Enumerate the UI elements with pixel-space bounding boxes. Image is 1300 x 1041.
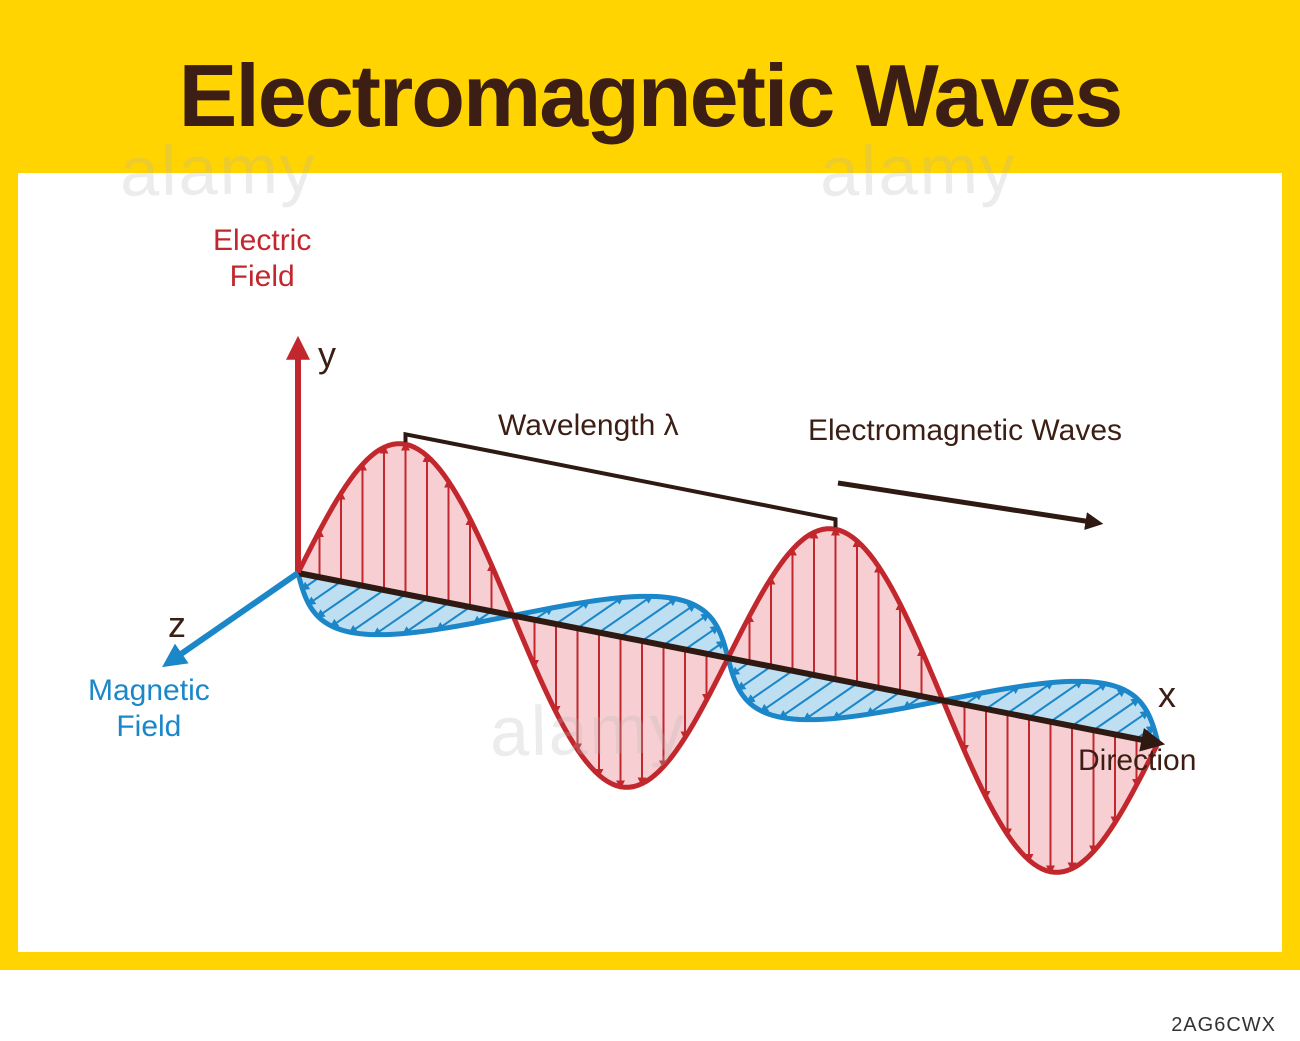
page-title: Electromagnetic Waves xyxy=(179,45,1122,147)
em-waves-label: Electromagnetic Waves xyxy=(808,413,1122,449)
direction-label: Direction xyxy=(1078,743,1196,779)
electric-field-label: ElectricField xyxy=(213,223,311,295)
diagram-area: ElectricField y z MagneticField Waveleng… xyxy=(18,173,1282,952)
diagram-frame: Electromagnetic Waves ElectricField y z … xyxy=(0,0,1300,970)
wave-diagram xyxy=(18,173,1282,953)
z-axis-label: z xyxy=(168,603,186,646)
y-axis-label: y xyxy=(318,333,336,376)
magnetic-field-label: MagneticField xyxy=(88,673,210,745)
title-bar: Electromagnetic Waves xyxy=(18,18,1282,173)
footer-code: 2AG6CWX xyxy=(1171,1014,1276,1037)
wavelength-label: Wavelength λ xyxy=(498,408,679,444)
x-axis-label: x xyxy=(1158,673,1176,716)
